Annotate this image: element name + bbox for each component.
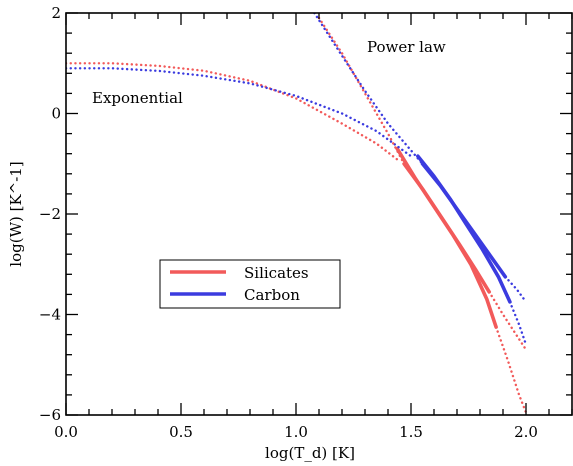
series-line-carbon-solid-2 [416, 154, 512, 304]
tick-labels: 0.0 0.5 1.0 1.5 2.0 −6 −4 −2 0 2 [39, 4, 538, 441]
y-tick-label: 0 [51, 105, 61, 123]
x-tick-label: 1.5 [399, 423, 423, 441]
series-line-carbon-dotted-9 [504, 275, 528, 304]
series-line-silicates-dotted-10 [317, 16, 406, 166]
x-tick-label: 2.0 [514, 423, 538, 441]
y-tick-label: −4 [39, 306, 61, 324]
legend-label-silicates: Silicates [244, 264, 309, 282]
plot-frame [65, 12, 573, 416]
y-axis-label: log(W) [K^-1] [7, 161, 25, 266]
annotation-power-law: Power law [367, 38, 446, 56]
axis-ticks [65, 12, 573, 416]
series-line-carbon-solid-3 [420, 162, 508, 279]
y-tick-label: −2 [39, 205, 61, 223]
series-line-carbon-dotted-5 [66, 67, 413, 158]
series-line-silicates-dotted-4 [66, 62, 401, 163]
series-line-silicates-solid-1 [402, 162, 492, 294]
x-tick-label: 0.0 [54, 423, 78, 441]
legend: Silicates Carbon [159, 259, 341, 309]
series-line-silicates-dotted-6 [494, 325, 528, 414]
x-tick-label: 0.5 [169, 423, 193, 441]
series-line-carbon-dotted-11 [313, 13, 424, 166]
annotation-exponential: Exponential [92, 89, 183, 107]
series-line-silicates-dotted-7 [488, 290, 528, 351]
x-tick-label: 1.0 [284, 423, 308, 441]
series-line-carbon-dotted-8 [508, 300, 528, 346]
y-tick-label: 2 [51, 4, 61, 22]
data-lines [66, 13, 528, 414]
legend-box [159, 259, 341, 309]
y-tick-label: −6 [39, 406, 61, 424]
x-axis-label: log(T_d) [K] [265, 444, 355, 462]
legend-label-carbon: Carbon [244, 286, 300, 304]
